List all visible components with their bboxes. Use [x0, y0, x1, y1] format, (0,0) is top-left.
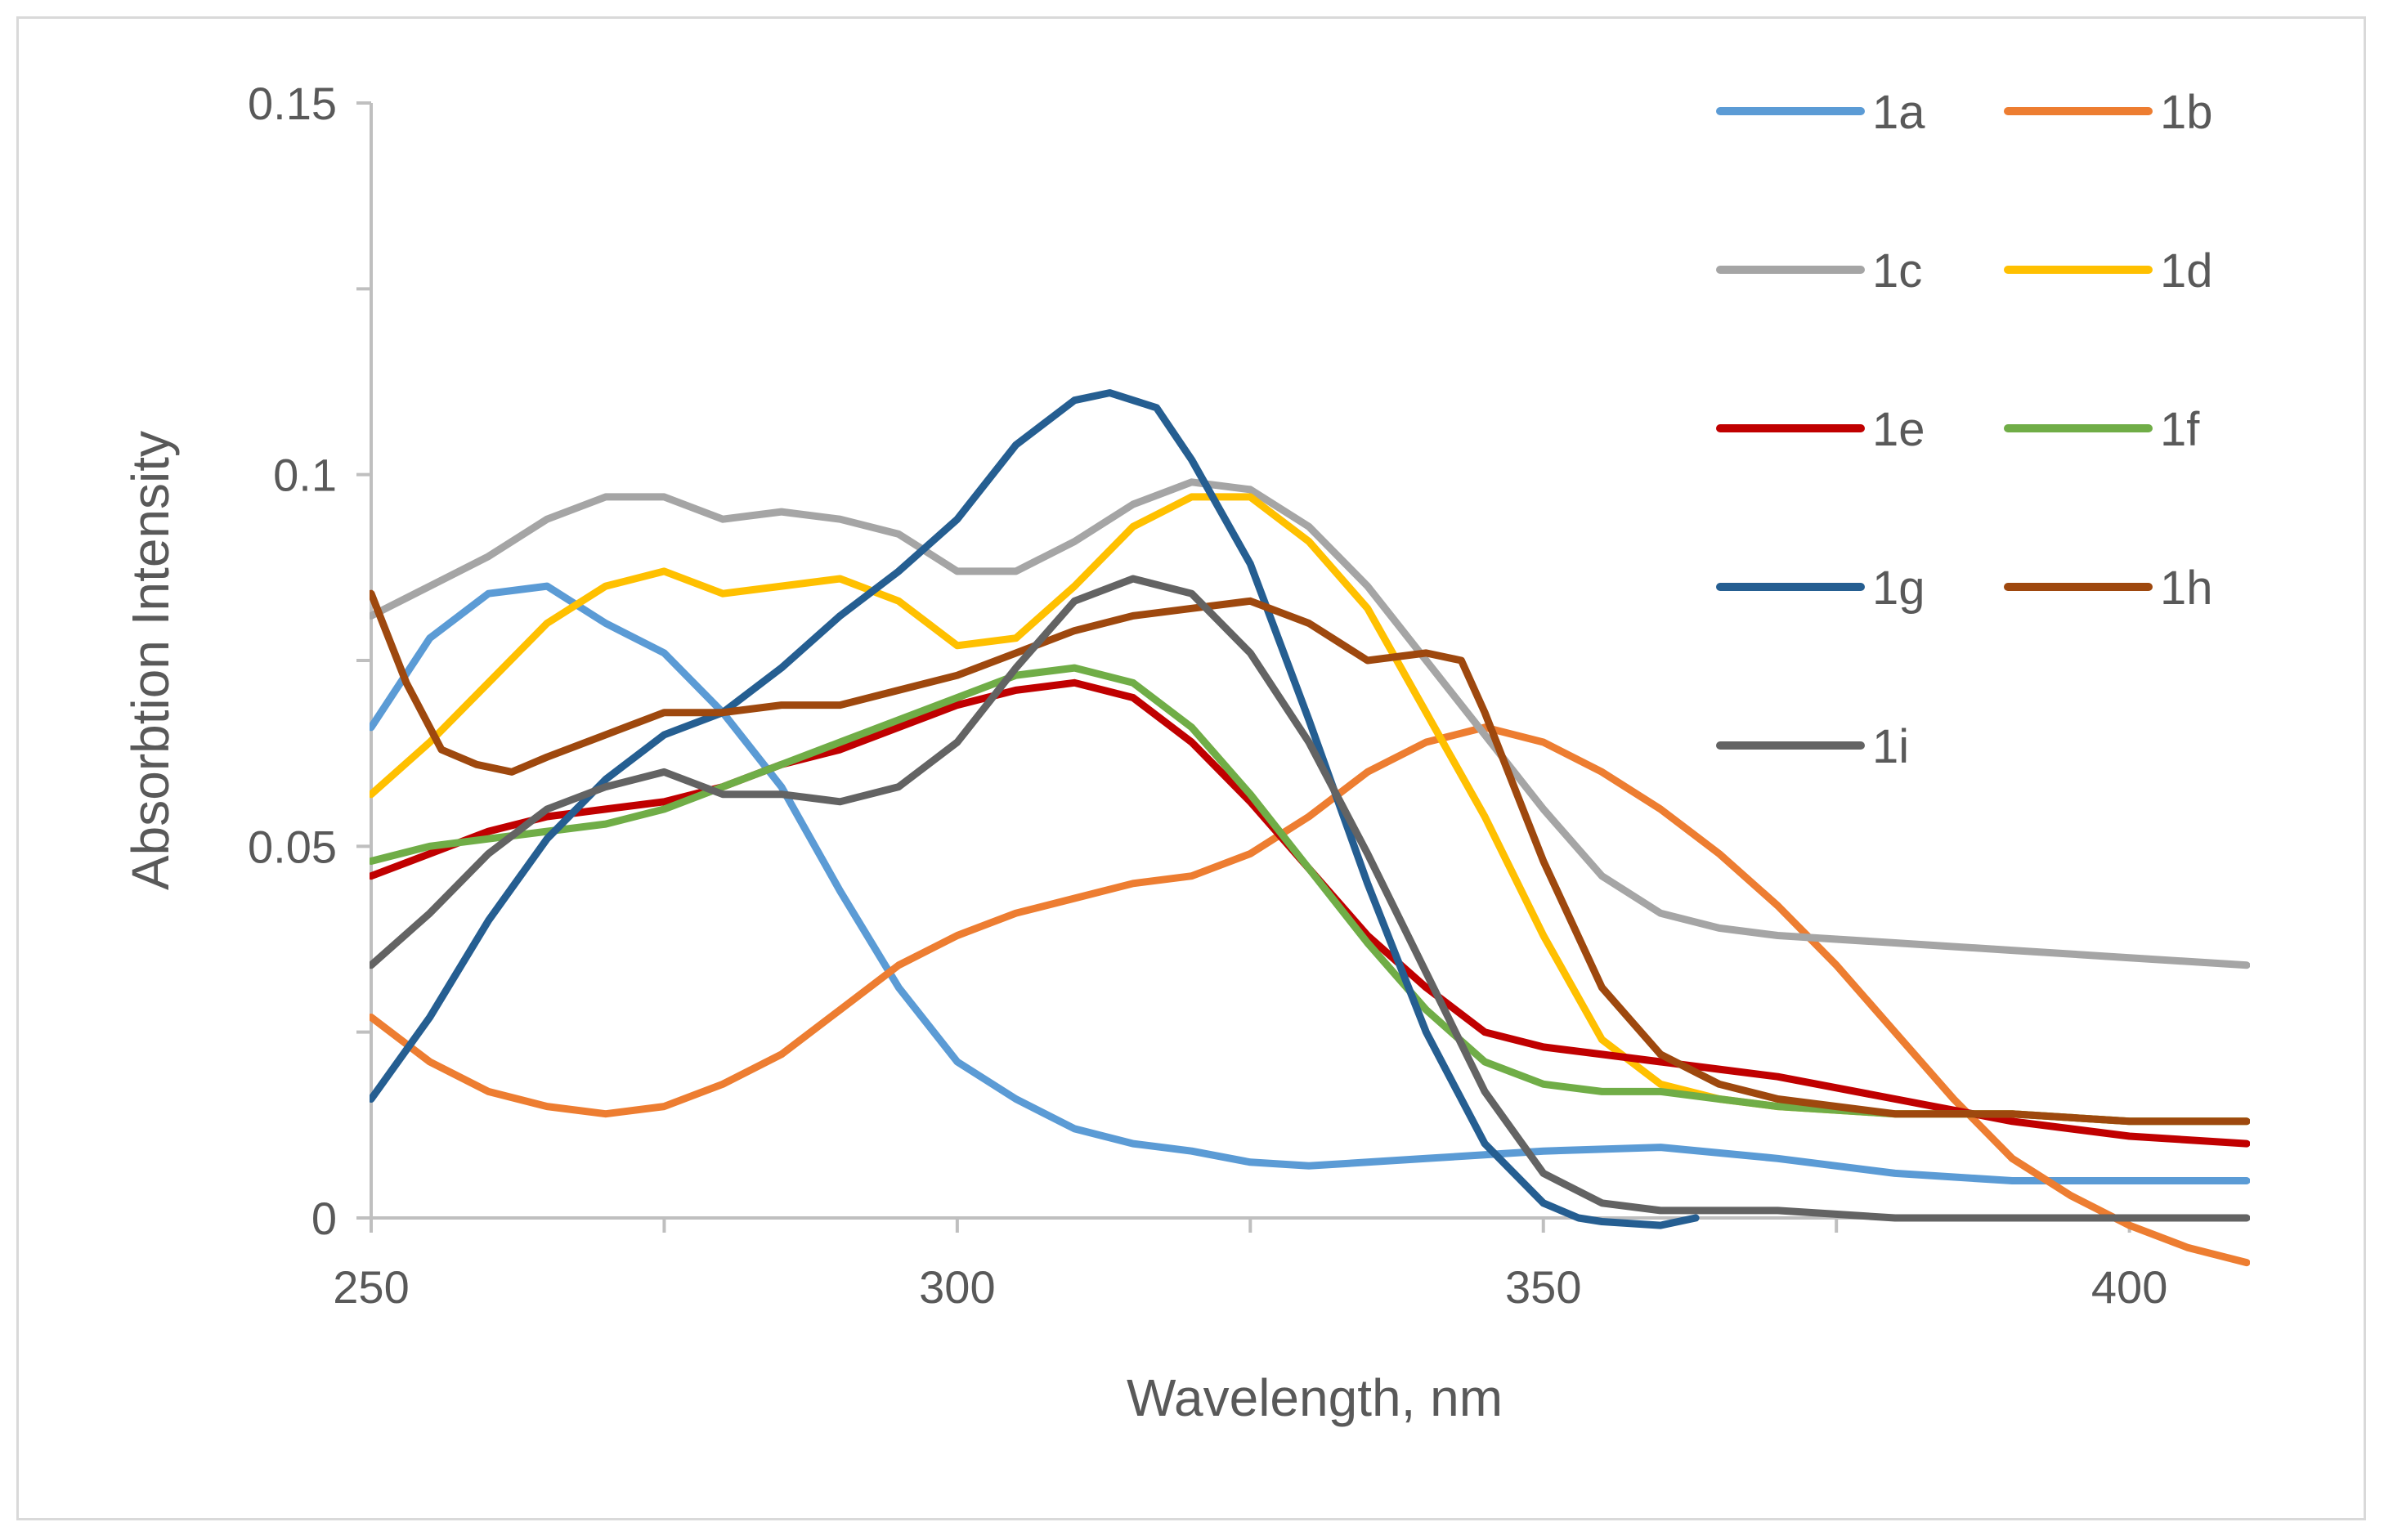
x-tick-label: 350	[1505, 1261, 1581, 1313]
y-tick-label: 0.15	[248, 78, 337, 129]
legend-label-1g: 1g	[1872, 562, 1925, 615]
legend-label-1d: 1d	[2160, 244, 2213, 298]
x-tick-label: 250	[333, 1261, 409, 1313]
legend-label-1f: 1f	[2160, 403, 2200, 456]
legend-label-1c: 1c	[1872, 244, 1922, 298]
chart-frame	[16, 16, 2366, 1520]
y-tick-label: 0.1	[273, 450, 337, 501]
legend-label-1h: 1h	[2160, 562, 2213, 615]
series-line-1f	[370, 664, 2250, 1126]
series-line-1i	[370, 575, 2250, 1222]
series-line-1g	[370, 389, 1700, 1229]
series-line-1h	[370, 589, 2250, 1126]
series-lines	[370, 389, 2250, 1267]
legend: 1a 1b 1c 1d 1e 1f 1g 1h 1i	[1716, 86, 2213, 773]
x-tick-label: 300	[919, 1261, 995, 1313]
legend-label-1e: 1e	[1872, 403, 1925, 456]
legend-label-1a: 1a	[1872, 86, 1925, 139]
series-line-1a	[370, 582, 2250, 1184]
series-line-1c	[370, 478, 2250, 969]
x-tick-label: 400	[2091, 1261, 2167, 1313]
y-ticks: 0 0.05 0.1 0.15	[248, 78, 371, 1244]
y-tick-label: 0	[311, 1193, 337, 1244]
y-tick-label: 0.05	[248, 821, 337, 872]
series-line-1e	[370, 678, 2250, 1148]
x-axis-title: Wavelength, nm	[1127, 1368, 1503, 1427]
y-axis-title: Absorbtion Intensity	[121, 431, 180, 890]
legend-label-1b: 1b	[2160, 86, 2213, 139]
series-line-1b	[370, 723, 2250, 1267]
legend-label-1i: 1i	[1872, 720, 1909, 773]
x-ticks: 250 300 350 400	[333, 1218, 2167, 1313]
